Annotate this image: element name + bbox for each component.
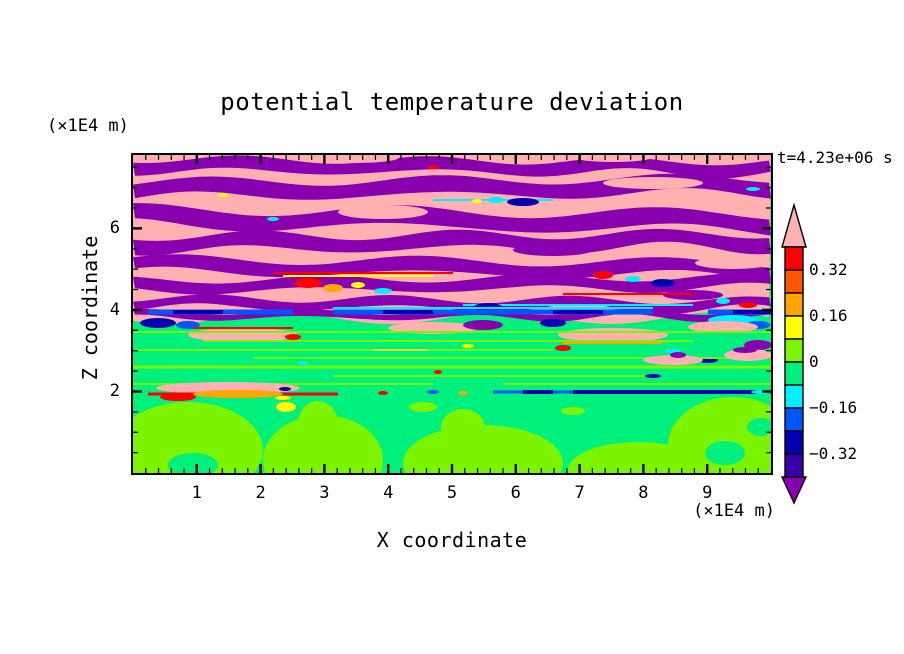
x-tick-label: 2: [255, 483, 266, 503]
plot-title: potential temperature deviation: [220, 88, 684, 116]
z-tick-label: 2: [109, 381, 120, 402]
z-tick-label: 6: [109, 218, 120, 239]
x-axis-unit-label: (×1E4 m): [693, 501, 775, 521]
heatmap-plot: [131, 153, 773, 475]
x-tick-label: 6: [510, 483, 521, 503]
colorbar-tick-label: −0.32: [809, 444, 858, 463]
colorbar-tick-label: −0.16: [809, 398, 858, 417]
x-tick-label: 8: [638, 483, 649, 503]
colorbar: [780, 202, 808, 505]
time-label: t=4.23e+06 s: [777, 148, 893, 167]
x-tick-label: 7: [574, 483, 585, 503]
x-tick-label: 5: [446, 483, 458, 503]
x-axis-label: X coordinate: [376, 528, 528, 552]
z-axis-unit-label: (×1E4 m): [47, 116, 129, 136]
z-tick-label: 4: [109, 299, 120, 320]
heatmap-field: [133, 155, 771, 473]
colorbar-tick-label: 0.16: [809, 306, 848, 325]
x-tick-label: 1: [191, 483, 202, 503]
x-tick-label: 4: [383, 483, 394, 503]
x-tick-label: 3: [319, 483, 330, 503]
x-tick-label: 9: [702, 483, 713, 503]
colorbar-tick-label: 0: [809, 352, 819, 371]
colorbar-tick-label: 0.32: [809, 260, 848, 279]
